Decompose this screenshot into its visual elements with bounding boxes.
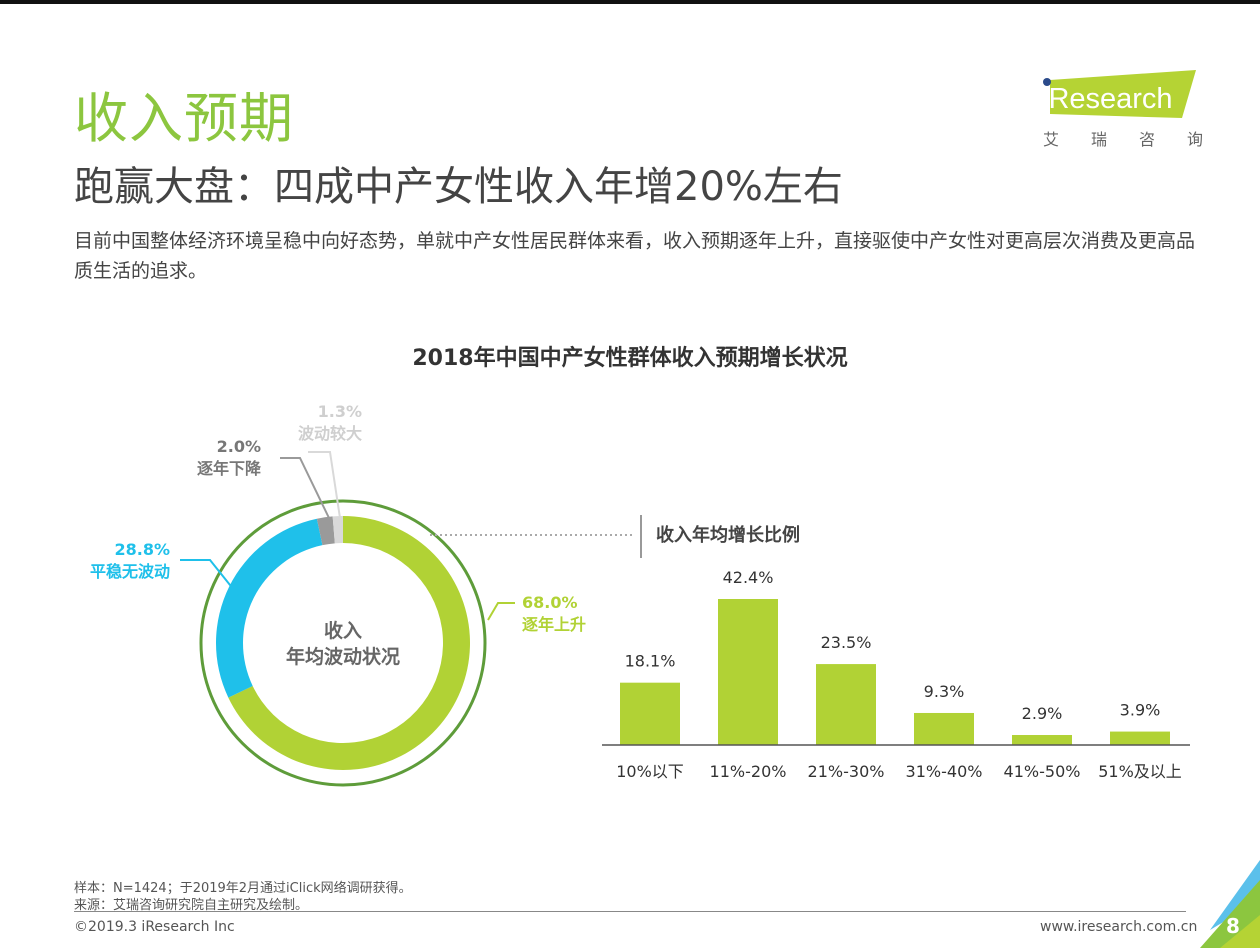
iresearch-logo: iResearch [1042,70,1196,118]
corner-decoration [1200,860,1260,948]
bar-0 [620,682,680,745]
copyright: ©2019.3 iResearch Inc [74,919,235,935]
bar-chart: 18.1% 10%以下 42.4% 11%-20% 23.5% 21%-30% 9.3% 31… [616,568,1182,781]
bar-value-label: 2.9% [1022,704,1063,723]
slice-label-volatile: 波动较大 [298,424,362,443]
donut-chart [215,516,471,770]
website-link[interactable]: www.iresearch.com.cn [1040,919,1198,935]
chart-title: 2018年中国中产女性群体收入预期增长状况 [412,346,848,371]
top-border [0,0,1260,4]
slice-value-stable: 28.8% [114,540,170,559]
bar-value-label: 42.4% [723,568,774,587]
corner-lightgreen [1220,915,1260,948]
slice-label-decline: 逐年下降 [197,459,262,478]
leader-line-decline [280,457,330,519]
bar-category-label: 21%-30% [808,762,885,781]
donut-center-label-1: 收入 [324,619,362,642]
slice-label-stable: 平稳无波动 [90,562,170,581]
logo-dot [1043,78,1051,86]
page-number: 8 [1226,914,1240,938]
slice-value-volatile: 1.3% [318,402,362,421]
footer-divider [74,911,1186,912]
logo-char: 询 [1186,130,1203,149]
bar-value-label: 23.5% [821,633,872,652]
slice-value-decline: 2.0% [217,437,261,456]
outer-ring [199,499,487,787]
logo-char: 艾 [1043,130,1060,149]
bar-category-label: 51%及以上 [1098,762,1182,781]
bar-3 [914,712,974,745]
bar-5 [1110,731,1170,745]
bar-category-label: 11%-20% [710,762,787,781]
logo-chinese: 艾 瑞 咨 询 [1043,126,1203,150]
bar-value-label: 18.1% [625,652,676,671]
slice-label-rise: 逐年上升 [522,615,586,634]
bar-value-label: 9.3% [924,682,965,701]
bar-category-label: 41%-50% [1004,762,1081,781]
page-subtitle: 跑赢大盘：四成中产女性收入年增20%左右 [74,164,843,210]
page-title: 收入预期 [74,87,294,150]
leader-line-volatile [308,451,341,519]
donut-slice-3 [332,516,343,544]
corner-blue [1210,860,1260,930]
bar-1 [718,599,778,745]
logo-banner [1050,70,1196,118]
logo-char: 咨 [1138,130,1155,149]
donut-center-label-2: 年均波动状况 [286,645,400,668]
logo-text: iResearch [1042,83,1173,115]
bar-category-label: 10%以下 [616,762,684,781]
logo-char: 瑞 [1090,130,1107,149]
slice-value-rise: 68.0% [522,593,578,612]
leader-line-rise [487,602,515,621]
bar-value-label: 3.9% [1120,701,1161,720]
page-description: 目前中国整体经济环境呈稳中向好态势，单就中产女性居民群体来看，收入预期逐年上升，… [74,230,1196,282]
bar-2 [816,664,876,745]
sample-note: 样本：N=1424；于2019年2月通过iClick网络调研获得。 [74,881,412,896]
donut-slice-2 [316,516,335,546]
donut-slice-1 [215,518,323,698]
source-note: 来源：艾瑞咨询研究院自主研究及绘制。 [74,898,309,913]
leader-line-stable [180,559,239,596]
bar-category-label: 31%-40% [906,762,983,781]
bar-4 [1012,735,1072,745]
bar-chart-title: 收入年均增长比例 [656,524,800,546]
